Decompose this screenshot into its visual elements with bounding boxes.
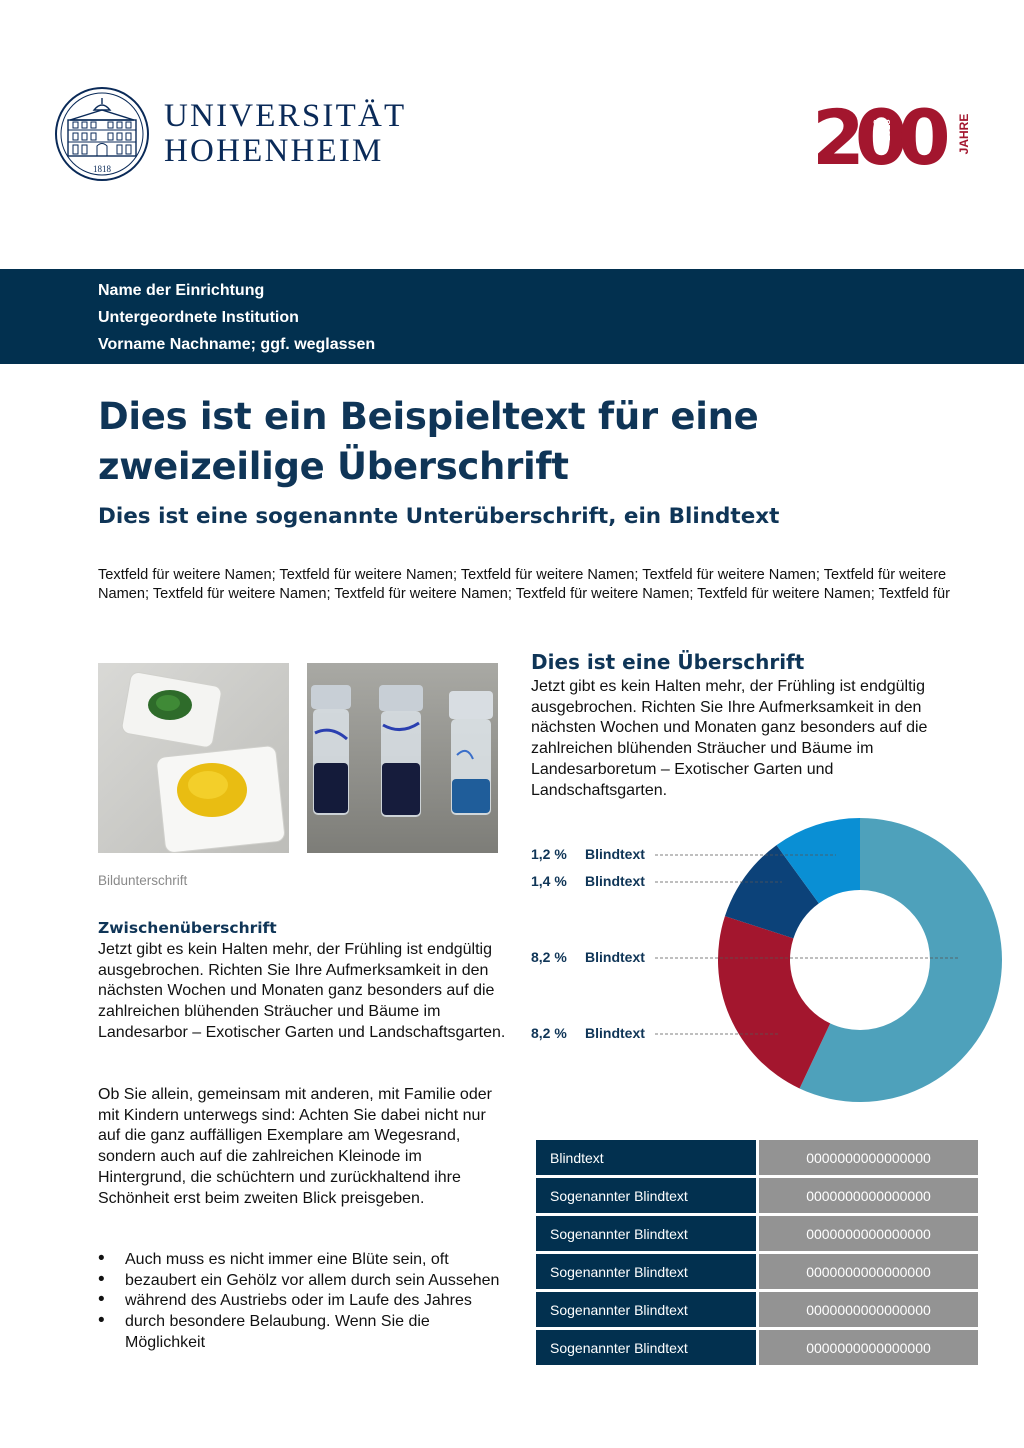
bullet-item: während des Austriebs oder im Laufe des …: [98, 1290, 508, 1312]
table-cell-value: 0000000000000000: [759, 1254, 978, 1289]
data-table: Blindtext 0000000000000000 Sogenannter B…: [533, 1137, 981, 1368]
university-name: UNIVERSITÄT HOHENHEIM: [164, 99, 406, 169]
page-title-line1: Dies ist ein Beispieltext für eine: [98, 395, 759, 438]
author-name: Vorname Nachname; ggf. weglassen: [98, 336, 376, 353]
legend-percent: 8,2 %: [531, 1025, 567, 1041]
legend-label: Blindtext: [585, 846, 645, 862]
sub-institution: Untergeordnete Institution: [98, 309, 299, 326]
institution-band: Name der Einrichtung Untergeordnete Inst…: [0, 269, 1024, 364]
section-heading-left: Zwischenüberschrift: [98, 919, 277, 937]
paragraph-left-2: Ob Sie allein, gemeinsam mit anderen, mi…: [98, 1086, 492, 1207]
paragraph-right: Jetzt gibt es kein Halten mehr, der Früh…: [531, 678, 928, 799]
page-subtitle: Dies ist eine sogenannte Unterüberschrif…: [98, 504, 780, 529]
legend-percent: 8,2 %: [531, 949, 567, 965]
chart-legend-item: 1,4 % Blindtext: [531, 872, 645, 890]
table-cell-label: Sogenannter Blindtext: [536, 1254, 756, 1289]
university-seal-icon: 1818: [55, 87, 149, 181]
legend-label: Blindtext: [585, 1025, 645, 1041]
legend-label: Blindtext: [585, 949, 645, 965]
donut-slice: [776, 818, 860, 904]
seal-year: 1818: [93, 164, 112, 174]
table-row: Sogenannter Blindtext 0000000000000000: [536, 1178, 978, 1213]
university-logo: 1818 UNIVERSITÄT HOHENHEIM: [54, 86, 406, 182]
anniversary-number: 200: [812, 96, 948, 170]
table-cell-label: Sogenannter Blindtext: [536, 1178, 756, 1213]
university-name-line2: HOHENHEIM: [164, 133, 384, 169]
image-caption: Bildunterschrift: [98, 873, 188, 888]
university-name-line1: UNIVERSITÄT: [164, 98, 407, 134]
donut-slice: [724, 845, 819, 939]
chart-legend-item: 1,2 % Blindtext: [531, 845, 645, 863]
table-cell-label: Sogenannter Blindtext: [536, 1292, 756, 1327]
bullet-item: Auch muss es nicht immer eine Blüte sein…: [98, 1249, 508, 1271]
page-title-line2: zweizeilige Überschrift: [98, 445, 569, 488]
table-row: Sogenannter Blindtext 0000000000000000: [536, 1254, 978, 1289]
table-cell-value: 0000000000000000: [759, 1330, 978, 1365]
bullet-item: bezaubert ein Gehölz vor allem durch sei…: [98, 1270, 508, 1292]
table-cell-label: Sogenannter Blindtext: [536, 1330, 756, 1365]
page-title: Dies ist ein Beispieltext für eine zweiz…: [98, 392, 958, 492]
donut-slice: [799, 818, 1002, 1102]
legend-percent: 1,2 %: [531, 846, 567, 862]
table-cell-value: 0000000000000000: [759, 1178, 978, 1213]
legend-percent: 1,4 %: [531, 873, 567, 889]
photo-powders: [98, 663, 289, 853]
institution-name: Name der Einrichtung: [98, 282, 265, 299]
bullet-item: durch besondere Belaubung. Wenn Sie die …: [98, 1311, 508, 1353]
table-row: Sogenannter Blindtext 0000000000000000: [536, 1330, 978, 1365]
donut-slice: [717, 916, 831, 1089]
table-cell-value: 0000000000000000: [759, 1140, 978, 1175]
photo-vials: [307, 663, 498, 853]
table-cell-value: 0000000000000000: [759, 1216, 978, 1251]
chart-legend-item: 8,2 % Blindtext: [531, 948, 645, 966]
anniversary-jahre: JAHRE: [957, 114, 971, 155]
table-cell-label: Sogenannter Blindtext: [536, 1216, 756, 1251]
anniversary-years-bottom: 2018: [882, 119, 893, 140]
table-cell-label: Blindtext: [536, 1140, 756, 1175]
legend-label: Blindtext: [585, 873, 645, 889]
table-row: Blindtext 0000000000000000: [536, 1140, 978, 1175]
section-heading-right: Dies ist eine Überschrift: [531, 650, 805, 674]
table-row: Sogenannter Blindtext 0000000000000000: [536, 1292, 978, 1327]
bullet-list: Auch muss es nicht immer eine Blüte sein…: [98, 1249, 508, 1354]
paragraph-left-1: Jetzt gibt es kein Halten mehr, der Früh…: [98, 941, 506, 1041]
anniversary-years-top: 1818: [872, 119, 883, 140]
anniversary-logo: 200 1818 2018 JAHRE: [812, 93, 974, 182]
table-cell-value: 0000000000000000: [759, 1292, 978, 1327]
table-row: Sogenannter Blindtext 0000000000000000: [536, 1216, 978, 1251]
names-textfield: Textfeld für weitere Namen; Textfeld für…: [98, 567, 950, 602]
chart-legend-item: 8,2 % Blindtext: [531, 1024, 645, 1042]
